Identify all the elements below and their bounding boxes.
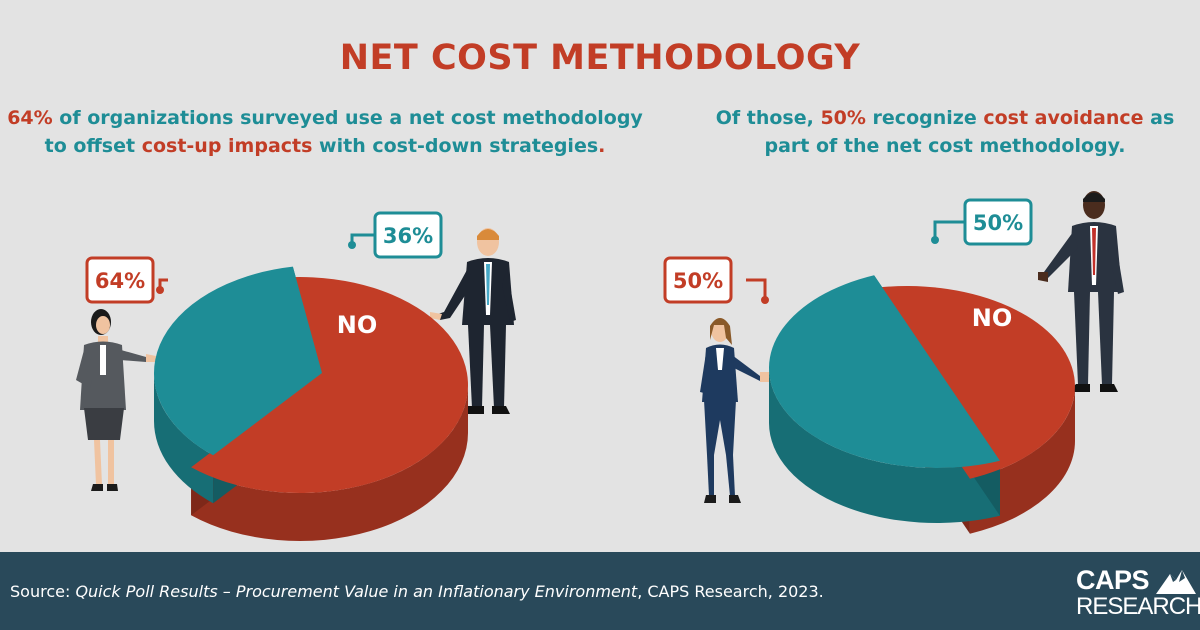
right-caption-text-1a: Of those,: [715, 107, 821, 129]
pie-slice-side-no: [769, 368, 1000, 523]
left-caption-text-1: of organizations surveyed use a net cost…: [52, 107, 643, 129]
pie-slice-yes: [191, 277, 469, 494]
pie-slice-side-yes: [191, 385, 469, 542]
left-caption-cost-up: cost-up impacts: [141, 135, 313, 157]
right-caption-text-1d: as: [1143, 107, 1175, 129]
pie-chart-1: YESNO64%36%: [85, 211, 469, 542]
callout-value-yes: 64%: [95, 269, 145, 293]
businessman-right-figure-icon: [1038, 191, 1124, 392]
callout-box-no: [963, 198, 1033, 246]
right-caption-text-1b: recognize: [865, 107, 984, 129]
mountain-logo-icon: [1156, 570, 1196, 594]
callout-dot-no: [348, 241, 356, 249]
callout-value-no: 50%: [973, 211, 1023, 235]
left-caption-period: .: [598, 135, 606, 157]
pie-slice-no: [154, 266, 322, 456]
slice-label-no: NO: [972, 304, 1013, 332]
callout-value-no: 36%: [383, 224, 433, 248]
businessman-left-figure-icon: [430, 228, 516, 414]
logo-line-2: RESEARCH: [1076, 593, 1200, 620]
left-caption: 64% of organizations surveyed use a net …: [0, 104, 650, 160]
right-caption-line-1: Of those, 50% recognize cost avoidance a…: [690, 104, 1200, 132]
callout-dot-yes: [156, 286, 164, 294]
right-caption-percent: 50%: [820, 107, 866, 129]
callout-box-yes: [85, 256, 155, 304]
callout-dot-no: [931, 236, 939, 244]
source-title: Quick Poll Results – Procurement Value i…: [75, 582, 638, 601]
logo-line-1: CAPS: [1076, 565, 1150, 595]
right-caption-line-2: part of the net cost methodology.: [764, 135, 1126, 157]
source-citation: Source: Quick Poll Results – Procurement…: [10, 582, 824, 601]
pie-slice-no: [769, 275, 1000, 468]
pie-charts: YESNO64%36%YESNO50%50%: [76, 191, 1124, 542]
left-caption-text-2a: to offset: [44, 135, 142, 157]
right-caption: Of those, 50% recognize cost avoidance a…: [690, 104, 1200, 160]
pie-chart-2: YESNO50%50%: [663, 198, 1075, 534]
callout-box-no: [373, 211, 443, 259]
businesswoman-left-figure-icon: [76, 309, 156, 491]
callout-line-no: [933, 220, 970, 240]
caps-research-logo: CAPS RESEARCH: [1076, 565, 1200, 626]
left-caption-line-2: to offset cost-up impacts with cost-down…: [0, 132, 650, 160]
left-caption-cost-down: cost-down strategies: [372, 135, 599, 157]
source-suffix: , CAPS Research, 2023.: [637, 582, 824, 601]
slice-label-no: NO: [337, 311, 378, 339]
footer-bar: Source: Quick Poll Results – Procurement…: [0, 552, 1200, 630]
callout-line-yes: [746, 278, 767, 300]
callout-box-yes: [663, 256, 733, 304]
left-caption-percent: 64%: [7, 107, 53, 129]
callout-value-yes: 50%: [673, 269, 723, 293]
pie-layer: YESNO64%36%YESNO50%50%: [85, 198, 1075, 542]
left-caption-text-2c: with: [312, 135, 373, 157]
right-caption-cost-avoidance: cost avoidance: [983, 107, 1144, 129]
source-prefix: Source:: [10, 582, 76, 601]
businesswoman-right-figure-icon: [700, 318, 774, 503]
callout-dot-yes: [761, 296, 769, 304]
page-title: NET COST METHODOLOGY: [339, 38, 861, 78]
left-caption-line-1: 64% of organizations surveyed use a net …: [0, 104, 650, 132]
